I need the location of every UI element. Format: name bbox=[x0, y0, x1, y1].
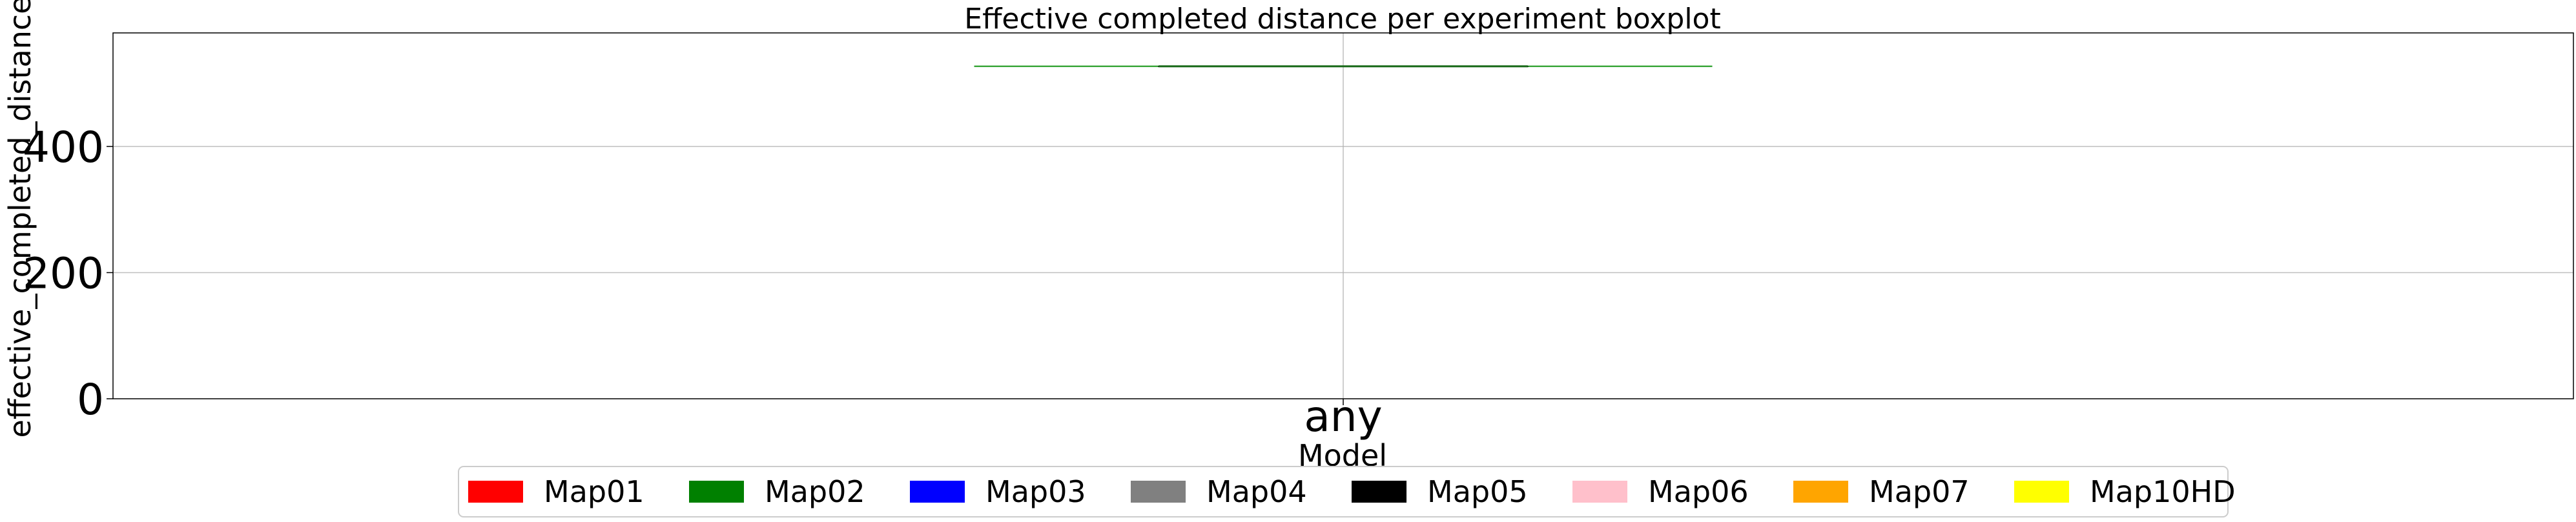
legend-label: Map07 bbox=[1869, 474, 1970, 509]
y-tick-label: 0 bbox=[77, 375, 104, 425]
chart-title: Effective completed distance per experim… bbox=[964, 3, 1720, 35]
y-axis-label: effective_completed_distance bbox=[3, 0, 37, 437]
legend-swatch bbox=[910, 481, 965, 503]
y-axis-ticks: 0 200 400 bbox=[23, 123, 113, 425]
legend-swatch bbox=[1131, 481, 1186, 503]
gridlines bbox=[113, 33, 2573, 399]
legend-label: Map06 bbox=[1648, 474, 1749, 509]
legend-swatch bbox=[1793, 481, 1848, 503]
y-tick-label: 200 bbox=[23, 248, 104, 298]
legend-label: Map03 bbox=[985, 474, 1086, 509]
x-tick-label: any bbox=[1304, 392, 1382, 441]
x-axis-ticks: any bbox=[1304, 392, 1382, 441]
legend-label: Map05 bbox=[1427, 474, 1528, 509]
legend-swatch bbox=[2014, 481, 2069, 503]
legend-swatch bbox=[1572, 481, 1627, 503]
legend-swatch bbox=[468, 481, 523, 503]
y-tick-label: 400 bbox=[23, 123, 104, 172]
legend-label: Map02 bbox=[765, 474, 865, 509]
legend-swatch bbox=[689, 481, 744, 503]
legend-swatch bbox=[1352, 481, 1406, 503]
legend: Map01 Map02 Map03 Map04 Map05 Map06 Map07 Map10… bbox=[458, 466, 2236, 517]
boxplot-group bbox=[974, 65, 1713, 68]
legend-label: Map01 bbox=[544, 474, 644, 509]
legend-label: Map04 bbox=[1206, 474, 1307, 509]
legend-label: Map10HD bbox=[2090, 474, 2236, 509]
legend-frame bbox=[458, 466, 2229, 517]
boxplot-series bbox=[974, 65, 1713, 68]
